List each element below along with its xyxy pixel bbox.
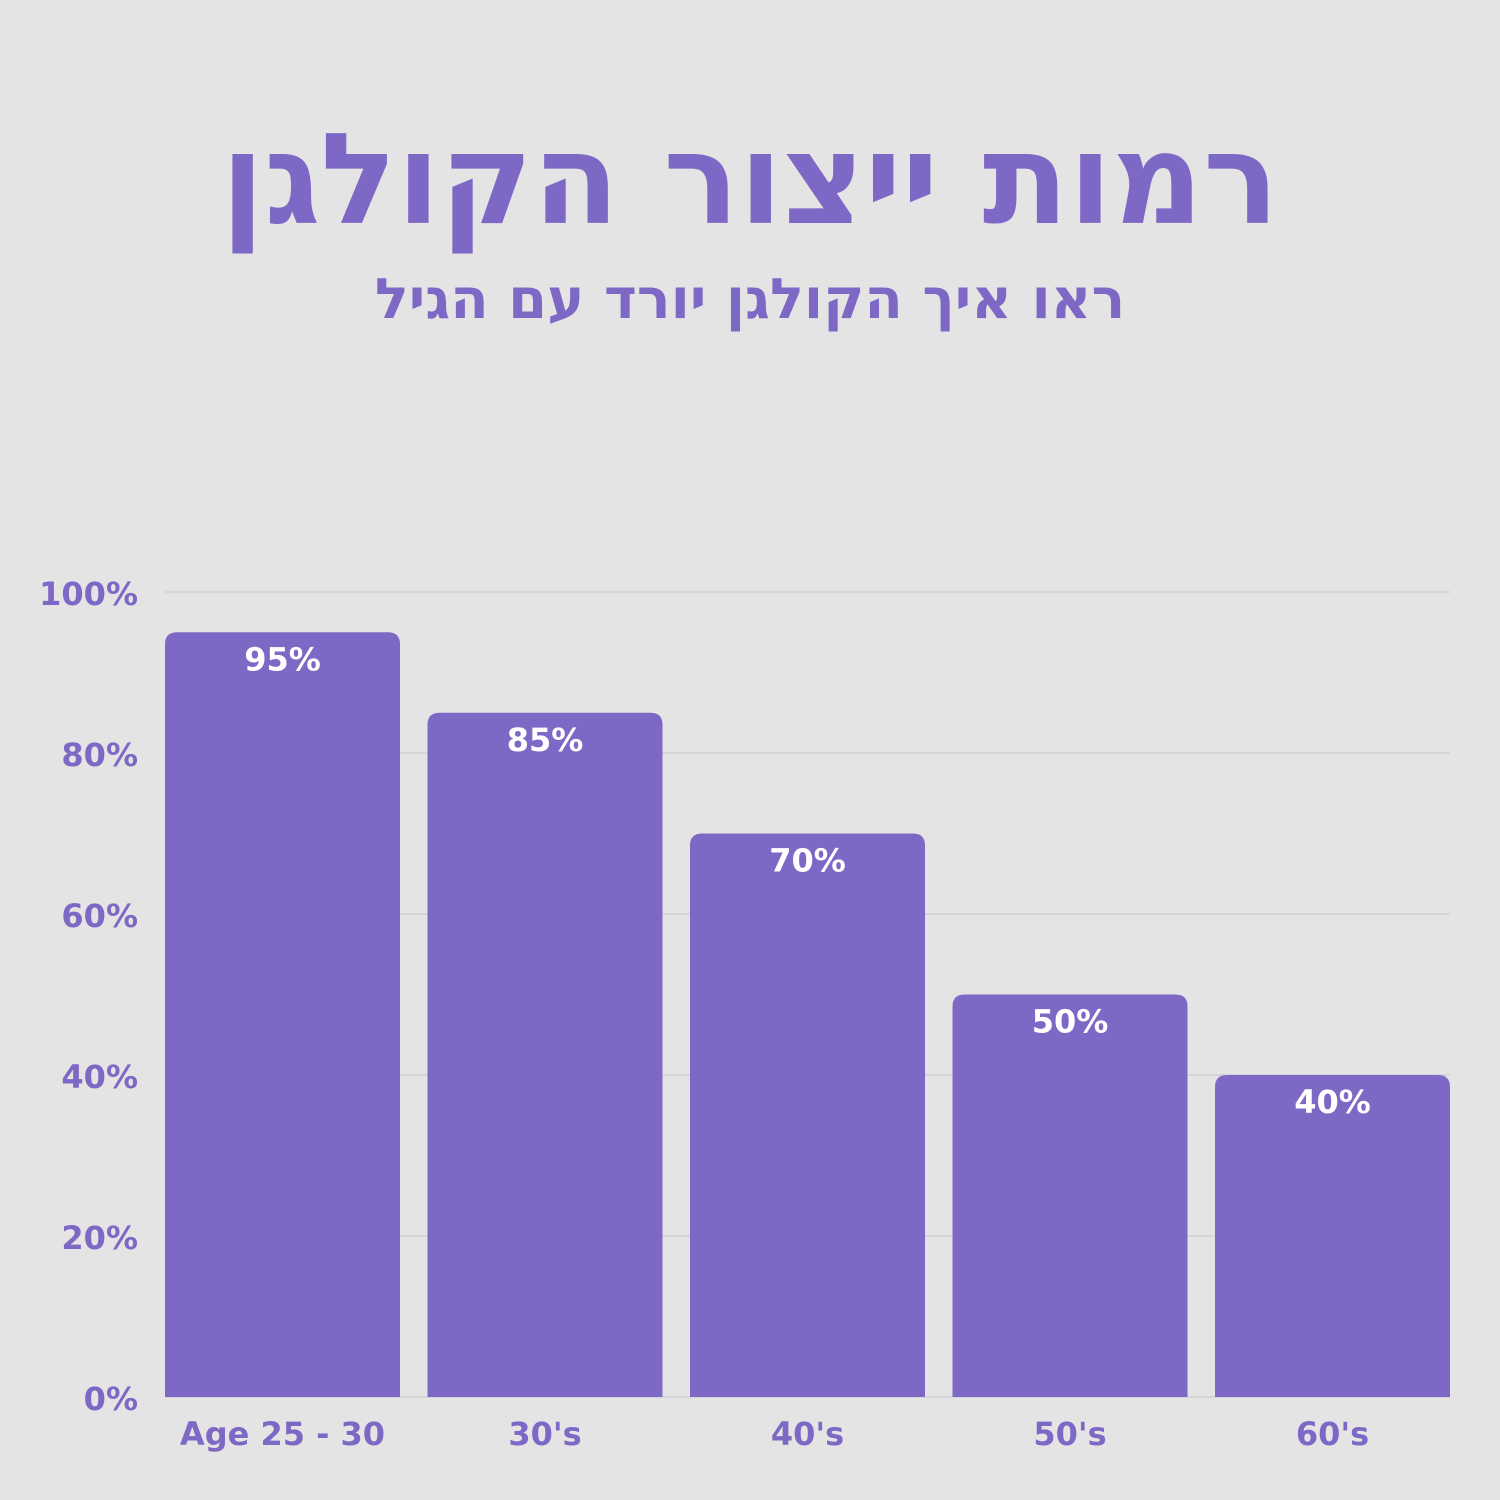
y-tick-label: 20% — [61, 1219, 138, 1257]
y-tick-label: 80% — [61, 736, 138, 774]
bar-value-label: 70% — [769, 842, 846, 880]
y-tick-label: 40% — [61, 1058, 138, 1096]
bar — [165, 632, 400, 1397]
bar-value-labels: 95% 85% 70% 50% 40% — [244, 640, 1371, 1121]
x-tick-label: 60's — [1296, 1415, 1369, 1453]
x-tick-label: 40's — [771, 1415, 844, 1453]
bar-value-label: 40% — [1294, 1083, 1371, 1121]
chart-subtitle: ראו איך הקולגן יורד עם הגיל — [374, 267, 1126, 332]
bars — [165, 632, 1450, 1397]
x-tick-label: Age 25 - 30 — [180, 1415, 385, 1453]
y-axis-ticks: 0% 20% 40% 60% 80% 100% — [39, 575, 138, 1418]
y-tick-label: 100% — [39, 575, 138, 613]
x-tick-label: 50's — [1033, 1415, 1106, 1453]
bar-value-label: 85% — [507, 721, 584, 759]
bar — [952, 994, 1188, 1397]
bar-value-label: 50% — [1032, 1003, 1109, 1041]
bar — [1215, 1075, 1450, 1397]
y-tick-label: 0% — [84, 1380, 138, 1418]
bar — [427, 712, 663, 1397]
bar — [690, 833, 925, 1397]
x-axis-ticks: Age 25 - 30 30's 40's 50's 60's — [180, 1415, 1369, 1453]
chart-title: רמות ייצור הקולגן — [220, 106, 1280, 253]
y-tick-label: 60% — [61, 897, 138, 935]
x-tick-label: 30's — [508, 1415, 581, 1453]
bar-value-label: 95% — [244, 640, 321, 678]
